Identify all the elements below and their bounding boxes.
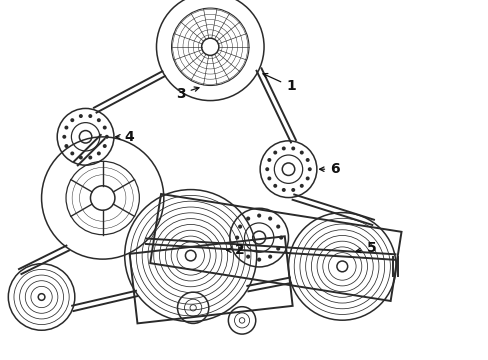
Circle shape [97,152,101,156]
Circle shape [97,118,101,122]
Circle shape [245,255,250,259]
Circle shape [238,225,242,229]
Circle shape [267,216,272,221]
Circle shape [305,176,309,180]
Circle shape [257,257,261,262]
Circle shape [102,144,106,148]
Circle shape [276,225,280,229]
Circle shape [307,167,311,171]
Circle shape [70,152,74,156]
Circle shape [273,150,277,154]
Circle shape [264,167,269,171]
Circle shape [281,147,285,150]
Circle shape [257,213,261,218]
Circle shape [273,184,277,188]
Circle shape [102,126,106,130]
Text: 5: 5 [355,242,376,255]
Circle shape [267,255,272,259]
Circle shape [88,114,92,118]
Circle shape [79,156,82,159]
Circle shape [235,235,239,240]
Circle shape [70,118,74,122]
Circle shape [291,147,295,150]
Text: 1: 1 [263,73,295,93]
Circle shape [267,176,271,180]
Circle shape [305,158,309,162]
Circle shape [299,184,303,188]
Circle shape [64,126,68,130]
Circle shape [276,247,280,251]
Text: 4: 4 [116,130,134,144]
Circle shape [238,247,242,251]
Text: 2: 2 [226,243,244,257]
Circle shape [64,144,68,148]
Circle shape [299,150,303,154]
Circle shape [281,188,285,192]
Text: 6: 6 [319,162,339,176]
Circle shape [267,158,271,162]
Circle shape [279,235,283,240]
Text: 3: 3 [176,87,199,100]
Circle shape [104,135,109,139]
Circle shape [62,135,66,139]
Circle shape [79,114,82,118]
Circle shape [291,188,295,192]
Circle shape [245,216,250,221]
Circle shape [88,156,92,159]
